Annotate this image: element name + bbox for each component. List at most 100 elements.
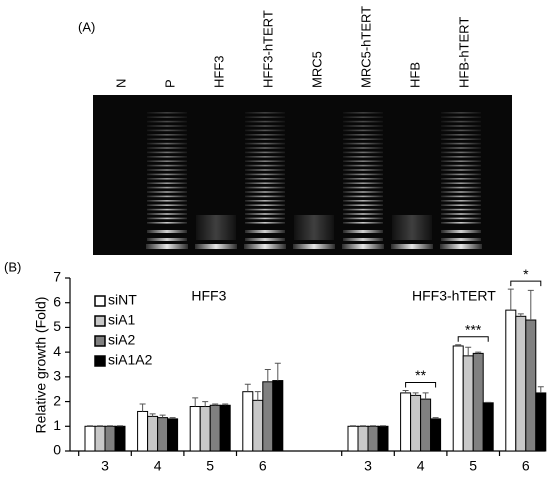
- gel-band: [147, 238, 187, 241]
- gel-band: [441, 200, 481, 202]
- significance-label: ***: [465, 321, 482, 337]
- legend-label: siA1: [108, 312, 135, 328]
- bar: [516, 316, 526, 451]
- gel-band: [147, 138, 187, 140]
- bar: [168, 419, 178, 451]
- gel-band: [245, 204, 285, 206]
- y-tick-label: 5: [53, 318, 61, 334]
- gel-band: [343, 222, 383, 224]
- y-tick-label: 2: [53, 392, 61, 408]
- lane-label: P: [162, 79, 177, 88]
- y-tick-label: 6: [53, 293, 61, 309]
- gel-band: [343, 187, 383, 189]
- bar: [431, 419, 441, 451]
- gel-band: [441, 178, 481, 180]
- gel-band: [343, 178, 383, 180]
- gel-band: [147, 213, 187, 215]
- bar: [85, 426, 95, 451]
- error-bar: [528, 290, 534, 320]
- bar: [243, 392, 253, 451]
- gel-band: [342, 244, 384, 249]
- bar: [138, 411, 148, 451]
- gel-band: [343, 125, 383, 127]
- gel-band: [343, 209, 383, 211]
- gel-band: [245, 196, 285, 198]
- gel-band: [441, 204, 481, 206]
- gel-band: [343, 165, 383, 167]
- gel-band: [147, 174, 187, 176]
- gel-band: [343, 174, 383, 176]
- bar: [421, 399, 431, 451]
- gel-band: [441, 169, 481, 171]
- significance-label: **: [415, 367, 426, 383]
- bar: [453, 346, 463, 451]
- gel-band: [147, 182, 187, 184]
- gel-band: [441, 174, 481, 176]
- gel-band: [147, 125, 187, 127]
- gel-band: [343, 112, 383, 114]
- bar: [401, 393, 411, 451]
- x-tick-label: 5: [469, 458, 477, 474]
- gel-band: [441, 230, 481, 233]
- gel-band: [147, 134, 187, 136]
- gel-band: [441, 218, 481, 220]
- gel-band: [245, 125, 285, 127]
- gel-band: [391, 244, 433, 249]
- gel-band: [343, 182, 383, 184]
- error-bar: [423, 393, 429, 399]
- gel-band: [245, 138, 285, 140]
- gel-band: [147, 191, 187, 193]
- gel-band: [245, 191, 285, 193]
- gel-band: [245, 178, 285, 180]
- error-bar: [140, 404, 146, 411]
- gel-band: [245, 143, 285, 145]
- gel-band: [343, 218, 383, 220]
- error-bar: [255, 392, 261, 401]
- significance-bracket: [406, 382, 436, 387]
- error-bar: [245, 384, 251, 391]
- gel-band: [441, 125, 481, 127]
- bar: [358, 426, 368, 451]
- gel-band: [441, 116, 481, 118]
- lane-label: HFB: [407, 62, 422, 88]
- gel-band: [245, 213, 285, 215]
- gel-band: [244, 244, 286, 249]
- bar: [148, 416, 158, 451]
- gel-band: [147, 178, 187, 180]
- gel-band: [441, 130, 481, 132]
- gel-band: [441, 182, 481, 184]
- gel-band: [245, 209, 285, 211]
- gel-band: [245, 130, 285, 132]
- gel-band: [147, 222, 187, 224]
- legend-swatch: [95, 316, 105, 326]
- gel-band: [343, 147, 383, 149]
- gel-band: [343, 204, 383, 206]
- gel-band: [245, 156, 285, 158]
- gel-band: [245, 121, 285, 123]
- x-tick-label: 4: [417, 458, 425, 474]
- x-tick-label: 6: [522, 458, 530, 474]
- error-bar: [192, 398, 198, 407]
- bar: [115, 426, 125, 451]
- significance-bracket: [511, 281, 541, 286]
- legend-swatch: [95, 296, 105, 306]
- gel-smear: [294, 215, 334, 240]
- significance-label: *: [523, 266, 529, 282]
- group-label: HFF3-hTERT: [412, 288, 496, 304]
- gel-band: [343, 134, 383, 136]
- gel-band: [441, 165, 481, 167]
- error-bar: [538, 387, 544, 393]
- gel-band: [147, 156, 187, 158]
- bar: [200, 407, 210, 451]
- legend-label: siNT: [108, 292, 137, 308]
- gel-band: [147, 209, 187, 211]
- gel-band: [441, 191, 481, 193]
- gel-band: [441, 152, 481, 154]
- gel-band: [343, 152, 383, 154]
- gel-band: [245, 152, 285, 154]
- gel-band: [441, 209, 481, 211]
- bar: [95, 426, 105, 451]
- gel-band: [245, 222, 285, 224]
- gel-band: [441, 187, 481, 189]
